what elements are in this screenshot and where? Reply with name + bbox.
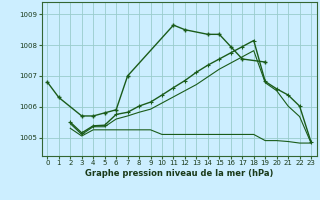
X-axis label: Graphe pression niveau de la mer (hPa): Graphe pression niveau de la mer (hPa) [85,169,273,178]
